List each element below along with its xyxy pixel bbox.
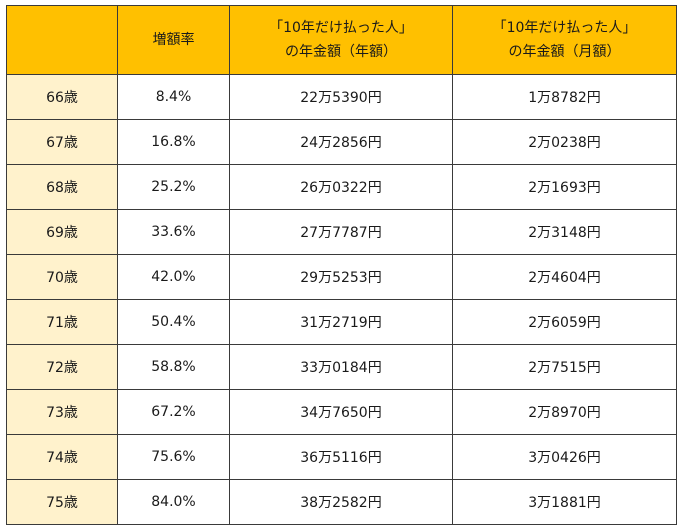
table-row: 67歳 16.8% 24万2856円 2万0238円 (6, 119, 677, 165)
age-cell: 70歳 (6, 254, 118, 300)
table-row: 69歳 33.6% 27万7787円 2万3148円 (6, 209, 677, 255)
rate-cell: 67.2% (117, 389, 230, 435)
annual-amount-cell: 31万2719円 (229, 299, 453, 345)
header-annual-line-2: の年金額（年額） (285, 44, 397, 60)
age-cell: 66歳 (6, 74, 118, 120)
annual-amount-cell: 38万2582円 (229, 479, 453, 525)
annual-amount-cell: 26万0322円 (229, 164, 453, 210)
age-cell: 73歳 (6, 389, 118, 435)
monthly-amount-cell: 1万8782円 (452, 74, 677, 120)
age-cell: 75歳 (6, 479, 118, 525)
monthly-amount-cell: 2万4604円 (452, 254, 677, 300)
rate-cell: 58.8% (117, 344, 230, 390)
monthly-amount-cell: 2万0238円 (452, 119, 677, 165)
age-cell: 68歳 (6, 164, 118, 210)
header-age (6, 5, 118, 75)
table-row: 72歳 58.8% 33万0184円 2万7515円 (6, 344, 677, 390)
age-cell: 67歳 (6, 119, 118, 165)
monthly-amount-cell: 2万6059円 (452, 299, 677, 345)
header-row: 増額率 「10年だけ払った人」 の年金額（年額） 「10年だけ払った人」 の年金… (6, 5, 677, 75)
header-rate: 増額率 (117, 5, 230, 75)
annual-amount-cell: 27万7787円 (229, 209, 453, 255)
annual-amount-cell: 24万2856円 (229, 119, 453, 165)
annual-amount-cell: 22万5390円 (229, 74, 453, 120)
annual-amount-cell: 29万5253円 (229, 254, 453, 300)
annual-amount-cell: 34万7650円 (229, 389, 453, 435)
table-row: 66歳 8.4% 22万5390円 1万8782円 (6, 74, 677, 120)
rate-cell: 50.4% (117, 299, 230, 345)
table-row: 75歳 84.0% 38万2582円 3万1881円 (6, 479, 677, 525)
rate-cell: 33.6% (117, 209, 230, 255)
monthly-amount-cell: 2万3148円 (452, 209, 677, 255)
table-row: 71歳 50.4% 31万2719円 2万6059円 (6, 299, 677, 345)
monthly-amount-cell: 2万8970円 (452, 389, 677, 435)
rate-cell: 25.2% (117, 164, 230, 210)
rate-cell: 16.8% (117, 119, 230, 165)
monthly-amount-cell: 3万0426円 (452, 434, 677, 480)
header-monthly: 「10年だけ払った人」 の年金額（月額） (452, 5, 677, 75)
table-row: 74歳 75.6% 36万5116円 3万0426円 (6, 434, 677, 480)
table-row: 70歳 42.0% 29万5253円 2万4604円 (6, 254, 677, 300)
header-annual-line-1: 「10年だけ払った人」 (269, 20, 413, 36)
table-row: 73歳 67.2% 34万7650円 2万8970円 (6, 389, 677, 435)
rate-cell: 75.6% (117, 434, 230, 480)
header-monthly-line-1: 「10年だけ払った人」 (492, 20, 637, 36)
header-monthly-line-2: の年金額（月額） (508, 44, 621, 60)
monthly-amount-cell: 3万1881円 (452, 479, 677, 525)
monthly-amount-cell: 2万7515円 (452, 344, 677, 390)
rate-cell: 84.0% (117, 479, 230, 525)
table-body: 66歳 8.4% 22万5390円 1万8782円 67歳 16.8% 24万2… (6, 74, 677, 525)
monthly-amount-cell: 2万1693円 (452, 164, 677, 210)
rate-cell: 42.0% (117, 254, 230, 300)
pension-table: 増額率 「10年だけ払った人」 の年金額（年額） 「10年だけ払った人」 の年金… (6, 5, 677, 525)
table-row: 68歳 25.2% 26万0322円 2万1693円 (6, 164, 677, 210)
age-cell: 72歳 (6, 344, 118, 390)
annual-amount-cell: 36万5116円 (229, 434, 453, 480)
age-cell: 71歳 (6, 299, 118, 345)
age-cell: 74歳 (6, 434, 118, 480)
rate-cell: 8.4% (117, 74, 230, 120)
age-cell: 69歳 (6, 209, 118, 255)
annual-amount-cell: 33万0184円 (229, 344, 453, 390)
header-annual: 「10年だけ払った人」 の年金額（年額） (229, 5, 453, 75)
